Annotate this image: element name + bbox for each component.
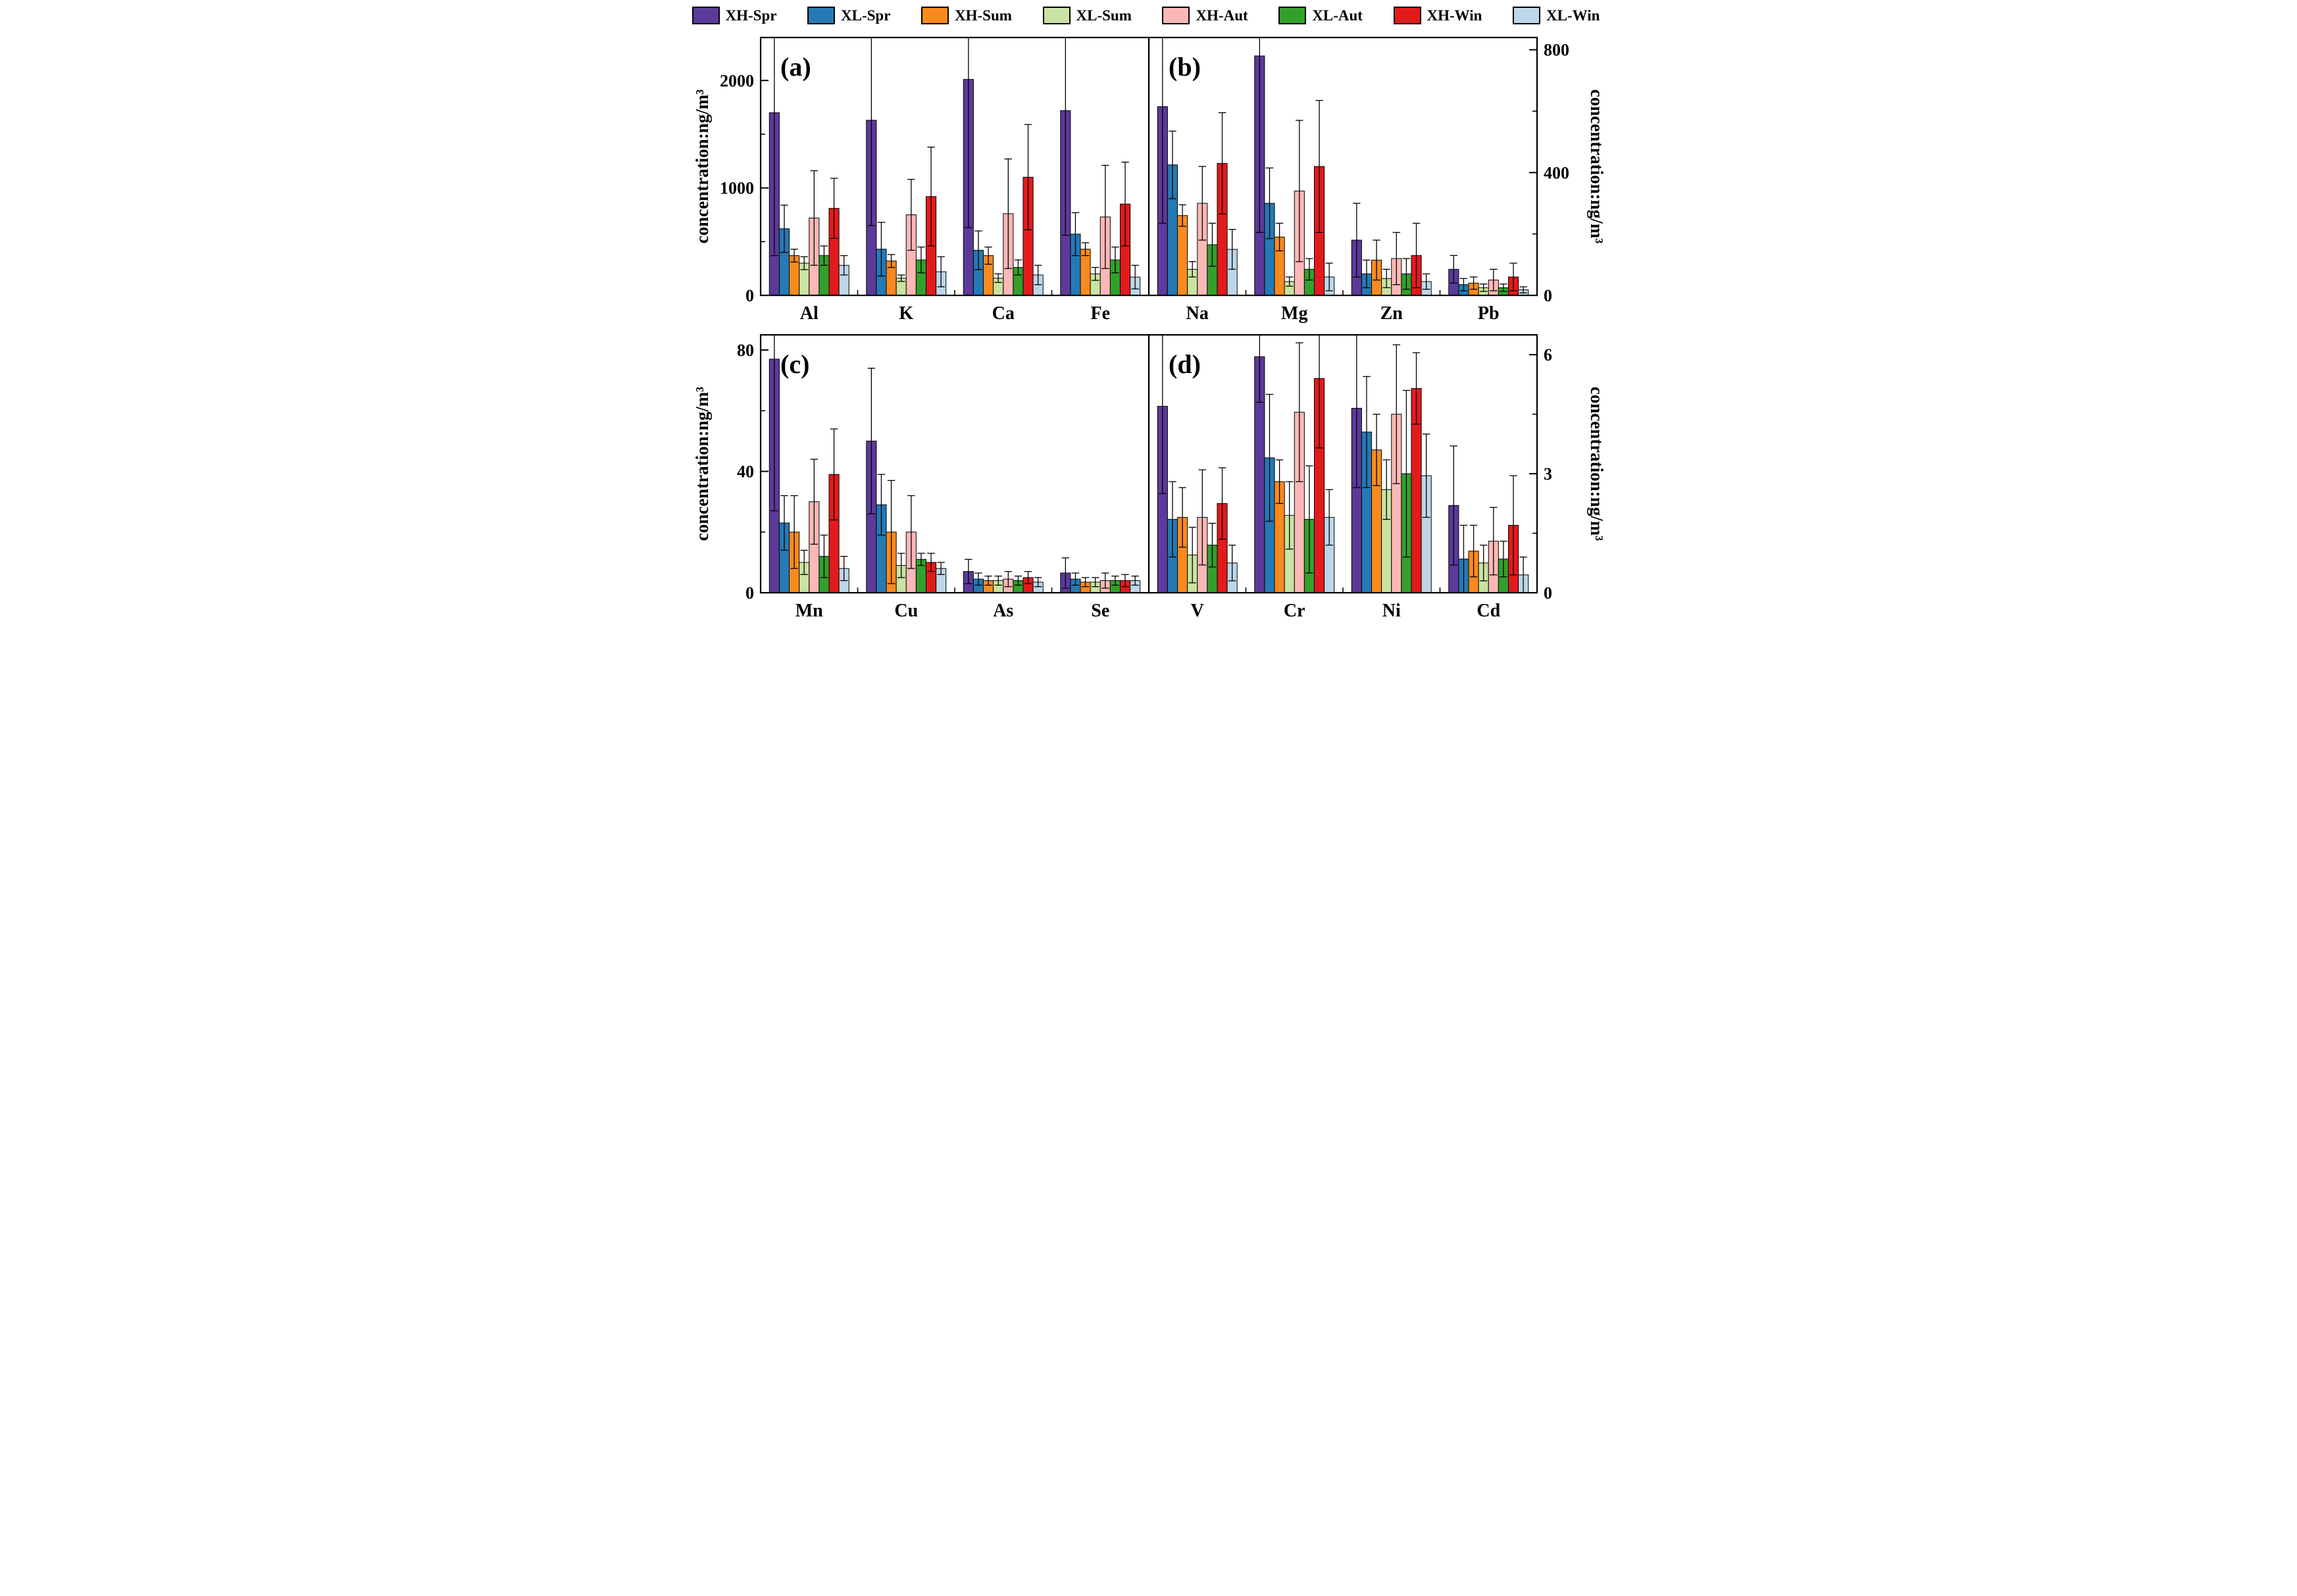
legend-label: XL-Spr — [841, 7, 891, 24]
y-tick-label: 800 — [1544, 41, 1569, 60]
legend-swatch — [807, 7, 836, 24]
legend-label: XL-Sum — [1076, 7, 1132, 24]
y-axis-title-left: concentration:ng/m³ — [692, 89, 712, 244]
panel-c-bars — [769, 335, 1140, 593]
x-category-label-Zn: Zn — [1380, 303, 1403, 324]
x-category-label-Ca: Ca — [992, 303, 1014, 324]
legend-label: XL-Win — [1546, 7, 1600, 24]
legend-label: XH-Win — [1426, 7, 1482, 24]
y-tick-label: 2000 — [720, 71, 754, 90]
panel-a-bars — [769, 37, 1140, 295]
legend-item-xh-sum: XH-Sum — [921, 7, 1012, 24]
legend: XH-Spr XL-Spr XH-Sum XL-Sum XH-Aut XL-Aut XH-W… — [687, 5, 1611, 31]
legend-swatch — [1042, 7, 1071, 24]
y-tick-label: 80 — [737, 341, 754, 360]
legend-label: XL-Aut — [1312, 7, 1363, 24]
chart-row-svg-1: Al K Ca Fe 0 1000 2000 (a) concentration:ng/m³ Na… — [692, 36, 1607, 324]
y-axis-title-right: concentration:ng/m³ — [1587, 387, 1607, 541]
legend-swatch — [1278, 7, 1307, 24]
x-category-label-Fe: Fe — [1090, 303, 1110, 324]
panel-b-bars — [1157, 37, 1528, 295]
chart-row-top: Al K Ca Fe 0 1000 2000 (a) concentration:ng/m³ Na… — [687, 31, 1611, 328]
x-category-label-Mg: Mg — [1281, 303, 1307, 324]
legend-item-xl-sum: XL-Sum — [1042, 7, 1132, 24]
x-category-label-Na: Na — [1186, 303, 1208, 324]
y-tick-label: 3 — [1544, 464, 1552, 484]
y-tick-label: 1000 — [720, 179, 754, 198]
legend-item-xh-spr: XH-Spr — [692, 7, 777, 24]
x-category-label-K: K — [899, 303, 913, 324]
x-category-label-Pb: Pb — [1477, 303, 1499, 324]
x-category-label-Ni: Ni — [1382, 601, 1400, 621]
panel-label-a: (a) — [780, 52, 811, 82]
legend-label: XH-Spr — [725, 7, 777, 24]
panel-d-bars — [1157, 335, 1528, 593]
panel-label-c: (c) — [780, 349, 809, 379]
bar-a-Fe-XH-Sum — [1080, 249, 1091, 295]
x-category-label-Se: Se — [1091, 601, 1109, 621]
x-category-label-Cd: Cd — [1477, 601, 1500, 621]
x-category-label-Mn: Mn — [795, 601, 822, 621]
chart-row-bottom: Mn Cu As Se 0 40 80 (c) concentration:ng/m³ V Cr Ni… — [687, 328, 1611, 626]
x-category-label-Cu: Cu — [894, 601, 918, 621]
y-tick-label: 0 — [745, 584, 754, 603]
y-tick-label: 40 — [737, 462, 754, 482]
legend-swatch — [921, 7, 949, 24]
y-tick-label: 0 — [1544, 584, 1552, 603]
chart-row-svg-2: Mn Cu As Se 0 40 80 (c) concentration:ng/m³ V Cr Ni… — [692, 334, 1607, 621]
legend-item-xl-spr: XL-Spr — [807, 7, 890, 24]
bar-b-Na-XH-Sum — [1176, 215, 1188, 295]
panel-label-d: (d) — [1169, 349, 1201, 379]
legend-item-xl-win: XL-Win — [1513, 7, 1600, 24]
legend-swatch — [1393, 7, 1421, 24]
legend-item-xl-aut: XL-Aut — [1278, 7, 1363, 24]
legend-swatch — [692, 7, 720, 24]
y-axis-title-right: concentration:ng/m³ — [1587, 89, 1607, 244]
legend-item-xh-win: XH-Win — [1393, 7, 1482, 24]
y-tick-label: 0 — [1544, 286, 1552, 305]
legend-swatch — [1513, 7, 1541, 24]
legend-swatch — [1162, 7, 1190, 24]
y-tick-label: 6 — [1544, 345, 1552, 364]
legend-label: XH-Sum — [955, 7, 1012, 24]
y-axis-title-left: concentration:ng/m³ — [692, 387, 712, 541]
figure: XH-Spr XL-Spr XH-Sum XL-Sum XH-Aut XL-Aut XH-W… — [686, 0, 1611, 634]
y-tick-label: 0 — [745, 286, 754, 305]
x-category-label-V: V — [1190, 601, 1203, 621]
panel-label-b: (b) — [1169, 52, 1201, 82]
legend-item-xh-aut: XH-Aut — [1162, 7, 1248, 24]
y-tick-label: 400 — [1544, 163, 1569, 182]
legend-label: XH-Aut — [1196, 7, 1248, 24]
x-category-label-Cr: Cr — [1283, 601, 1305, 621]
x-category-label-Al: Al — [799, 303, 818, 324]
x-category-label-As: As — [993, 601, 1013, 621]
